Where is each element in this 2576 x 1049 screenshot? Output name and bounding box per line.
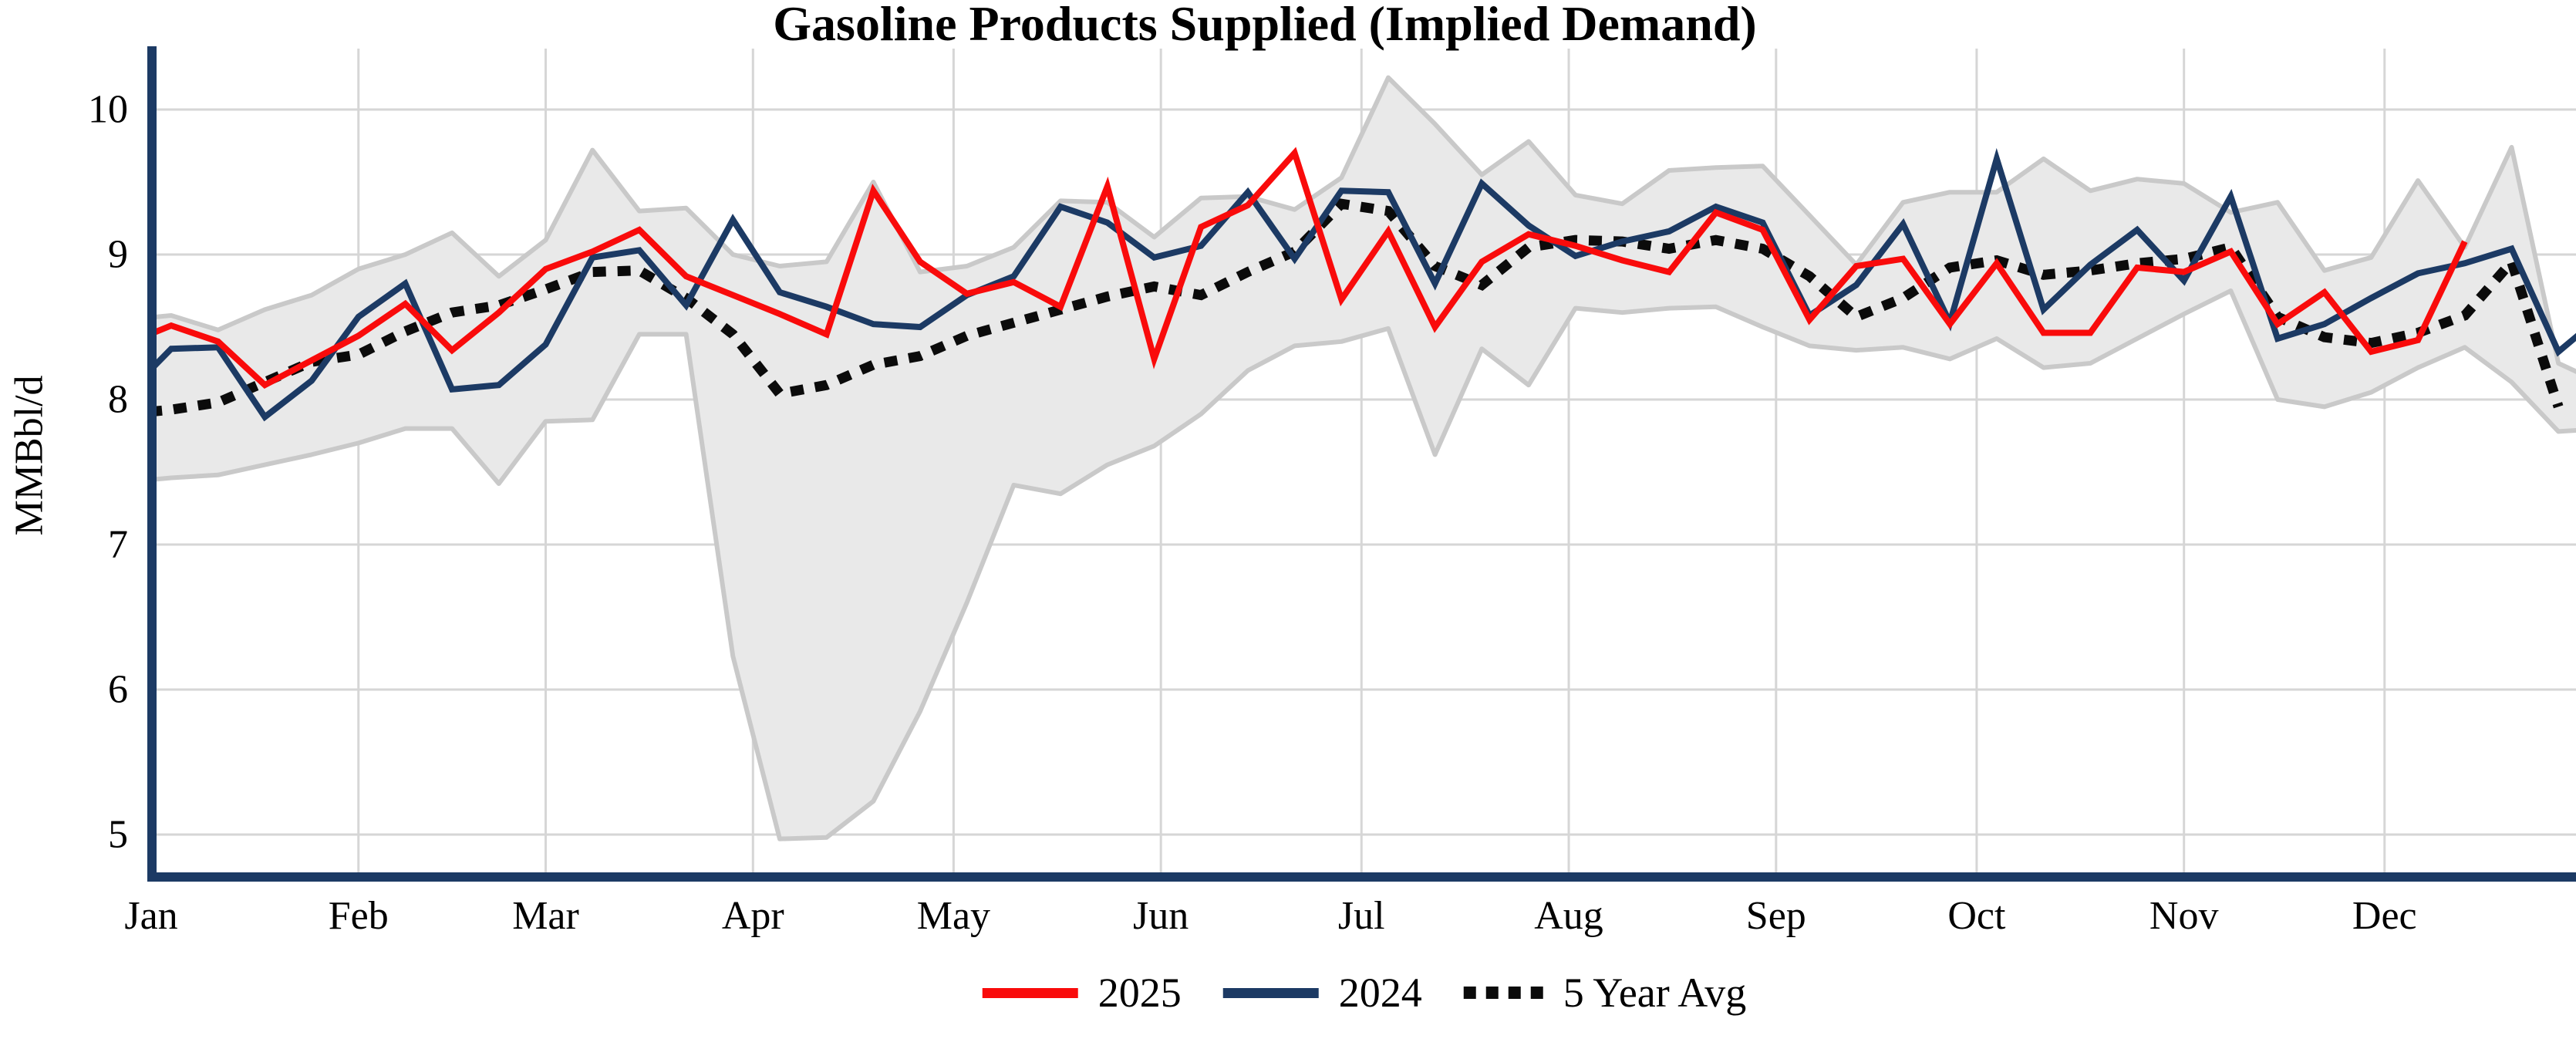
legend-label-2025: 2025 <box>1097 970 1182 1016</box>
x-tick-dec: Dec <box>2352 894 2417 938</box>
x-tick-jun: Jun <box>1133 894 1189 938</box>
legend-label-2024: 2024 <box>1338 970 1422 1016</box>
x-tick-sep: Sep <box>1745 894 1806 938</box>
legend-item-2025: 2025 <box>982 969 1182 1017</box>
x-tick-nov: Nov <box>2149 894 2219 938</box>
legend-item-2024: 2024 <box>1222 969 1422 1017</box>
legend-item-5yr-avg: 5 Year Avg <box>1463 969 1747 1017</box>
y-tick-9: 9 <box>108 232 128 277</box>
x-tick-may: May <box>916 894 991 938</box>
chart-legend: 2025 2024 5 Year Avg <box>982 969 1747 1017</box>
x-tick-oct: Oct <box>1947 894 2006 938</box>
y-tick-5: 5 <box>108 812 128 857</box>
x-tick-feb: Feb <box>328 894 389 938</box>
y-tick-6: 6 <box>108 667 128 712</box>
x-tick-jan: Jan <box>124 894 178 938</box>
legend-label-5yr-avg: 5 Year Avg <box>1563 970 1747 1016</box>
legend-line-5yr-avg <box>1463 987 1543 999</box>
chart-title: Gasoline Products Supplied (Implied Dema… <box>773 0 1757 51</box>
y-tick-10: 10 <box>88 87 128 132</box>
x-tick-aug: Aug <box>1534 894 1603 938</box>
y-tick-7: 7 <box>108 522 128 567</box>
x-tick-mar: Mar <box>512 894 579 938</box>
x-tick-apr: Apr <box>721 894 784 938</box>
y-tick-8: 8 <box>108 377 128 422</box>
legend-line-2024 <box>1222 987 1319 998</box>
x-tick-jul: Jul <box>1337 894 1385 938</box>
legend-line-2025 <box>982 987 1078 998</box>
